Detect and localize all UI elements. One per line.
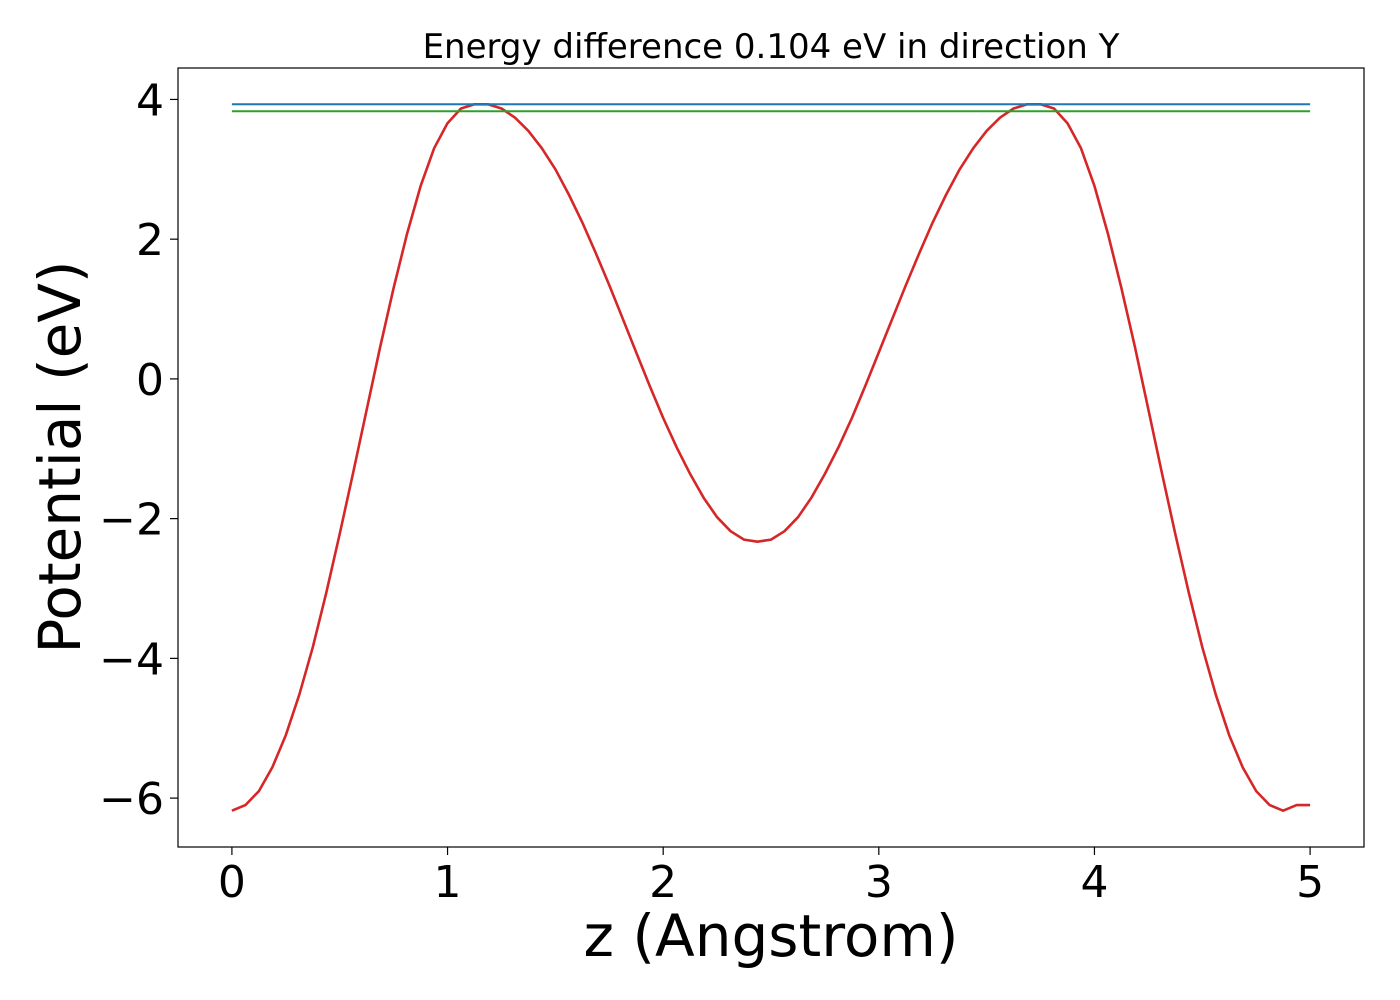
x-tick-label: 3 [865,857,893,908]
y-tick-label: −2 [99,495,164,546]
x-tick-label: 5 [1296,857,1324,908]
x-tick-label: 0 [218,857,246,908]
y-tick-label: 0 [136,355,164,406]
y-tick-label: 2 [136,215,164,266]
y-tick-label: −6 [99,774,164,825]
y-tick-label: −4 [99,634,164,685]
x-tick-label: 1 [434,857,462,908]
x-axis: 0 1 2 3 4 5 [218,847,1324,908]
x-axis-label: z (Angstrom) [584,902,959,970]
x-tick-label: 2 [649,857,677,908]
plot-area [231,103,1311,813]
series-line-0 [231,103,1311,813]
x-tick-label: 4 [1080,857,1108,908]
chart-title: Energy difference 0.104 eV in direction … [423,27,1120,67]
plot-frame [177,67,1365,848]
y-axis-label: Potential (eV) [26,260,94,653]
y-axis: −6 −4 −2 0 2 4 [99,75,178,825]
y-tick-label: 4 [136,75,164,126]
